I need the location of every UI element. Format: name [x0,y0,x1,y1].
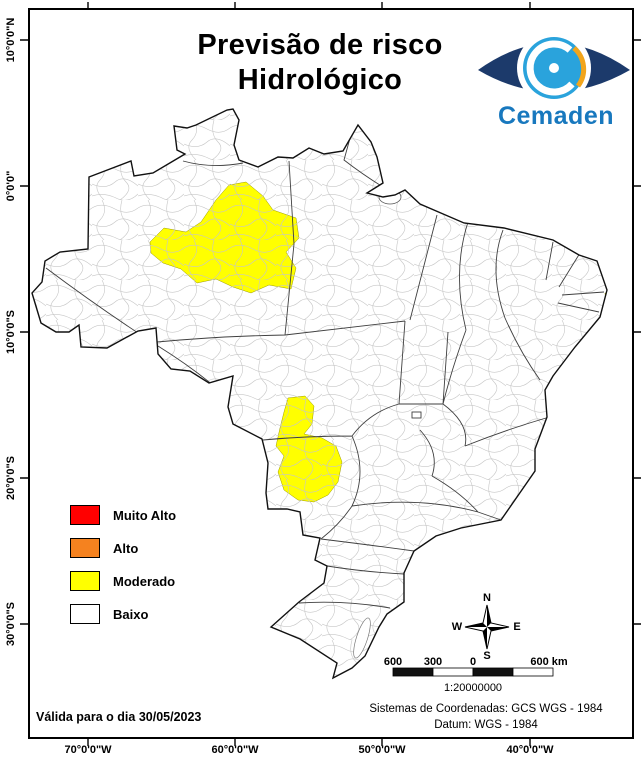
cemaden-logo-icon [478,31,630,105]
compass-label-west: W [451,621,463,633]
scale-tick-300: 300 [423,656,443,668]
legend-label-alto: Alto [113,540,139,556]
legend-label-baixo: Baixo [113,606,149,622]
cemaden-logo-text: Cemaden [497,102,615,130]
legend-swatch-baixo [70,604,100,624]
legend-item-muito-alto: Muito Alto [70,505,176,525]
patos-lagoon [353,617,371,659]
coordinate-system-text: Sistemas de Coordenadas: GCS WGS - 1984 … [340,701,632,733]
distrito-federal-outline [411,411,422,419]
map-frame-border [28,8,634,739]
compass-label-north: N [483,592,491,604]
lat-label-30s: 30°0'0"S [5,601,17,647]
lat-label-20s: 20°0'0"S [5,455,17,501]
map-title: Previsão de risco Hidrológico [140,28,500,99]
scale-tick-0: 0 [469,656,477,668]
compass-label-south: S [483,650,491,662]
legend-item-alto: Alto [70,538,176,558]
scale-tick-600-left: 600 [383,656,403,668]
map-title-line2: Hidrológico [237,64,403,97]
legend-swatch-alto [70,538,100,558]
scale-tick-600-km: 600 km [530,656,568,668]
map-title-line1: Previsão de risco [197,29,443,61]
scale-bar [392,667,554,677]
lat-label-10s: 10°0'0"S [5,309,17,355]
state-boundaries [45,130,605,609]
compass-rose [464,604,510,650]
lat-label-10n: 10°0'0"N [5,17,17,63]
datum-line: Datum: WGS - 1984 [434,719,538,732]
brazil-country-outline [31,108,608,680]
graticule-ticks [20,2,641,746]
lon-label-50w: 50°0'0"W [358,744,406,756]
legend-item-moderado: Moderado [70,571,176,591]
scale-ratio: 1:20000000 [443,682,503,694]
lon-label-70w: 70°0'0"W [64,744,112,756]
legend-item-baixo: Baixo [70,604,176,624]
legend-label-moderado: Moderado [113,573,176,589]
legend-label-muito-alto: Muito Alto [113,507,177,523]
legend-swatch-muito-alto [70,505,100,525]
risk-legend: Muito Alto Alto Moderado Baixo [70,505,176,637]
validity-date-text: Válida para o dia 30/05/2023 [36,710,202,724]
lon-label-40w: 40°0'0"W [506,744,554,756]
lon-label-60w: 60°0'0"W [211,744,259,756]
lat-label-0: 0°0'0" [5,170,17,202]
legend-swatch-moderado [70,571,100,591]
compass-label-east: E [513,621,521,633]
coordinate-system-line: Sistemas de Coordenadas: GCS WGS - 1984 [369,703,603,715]
